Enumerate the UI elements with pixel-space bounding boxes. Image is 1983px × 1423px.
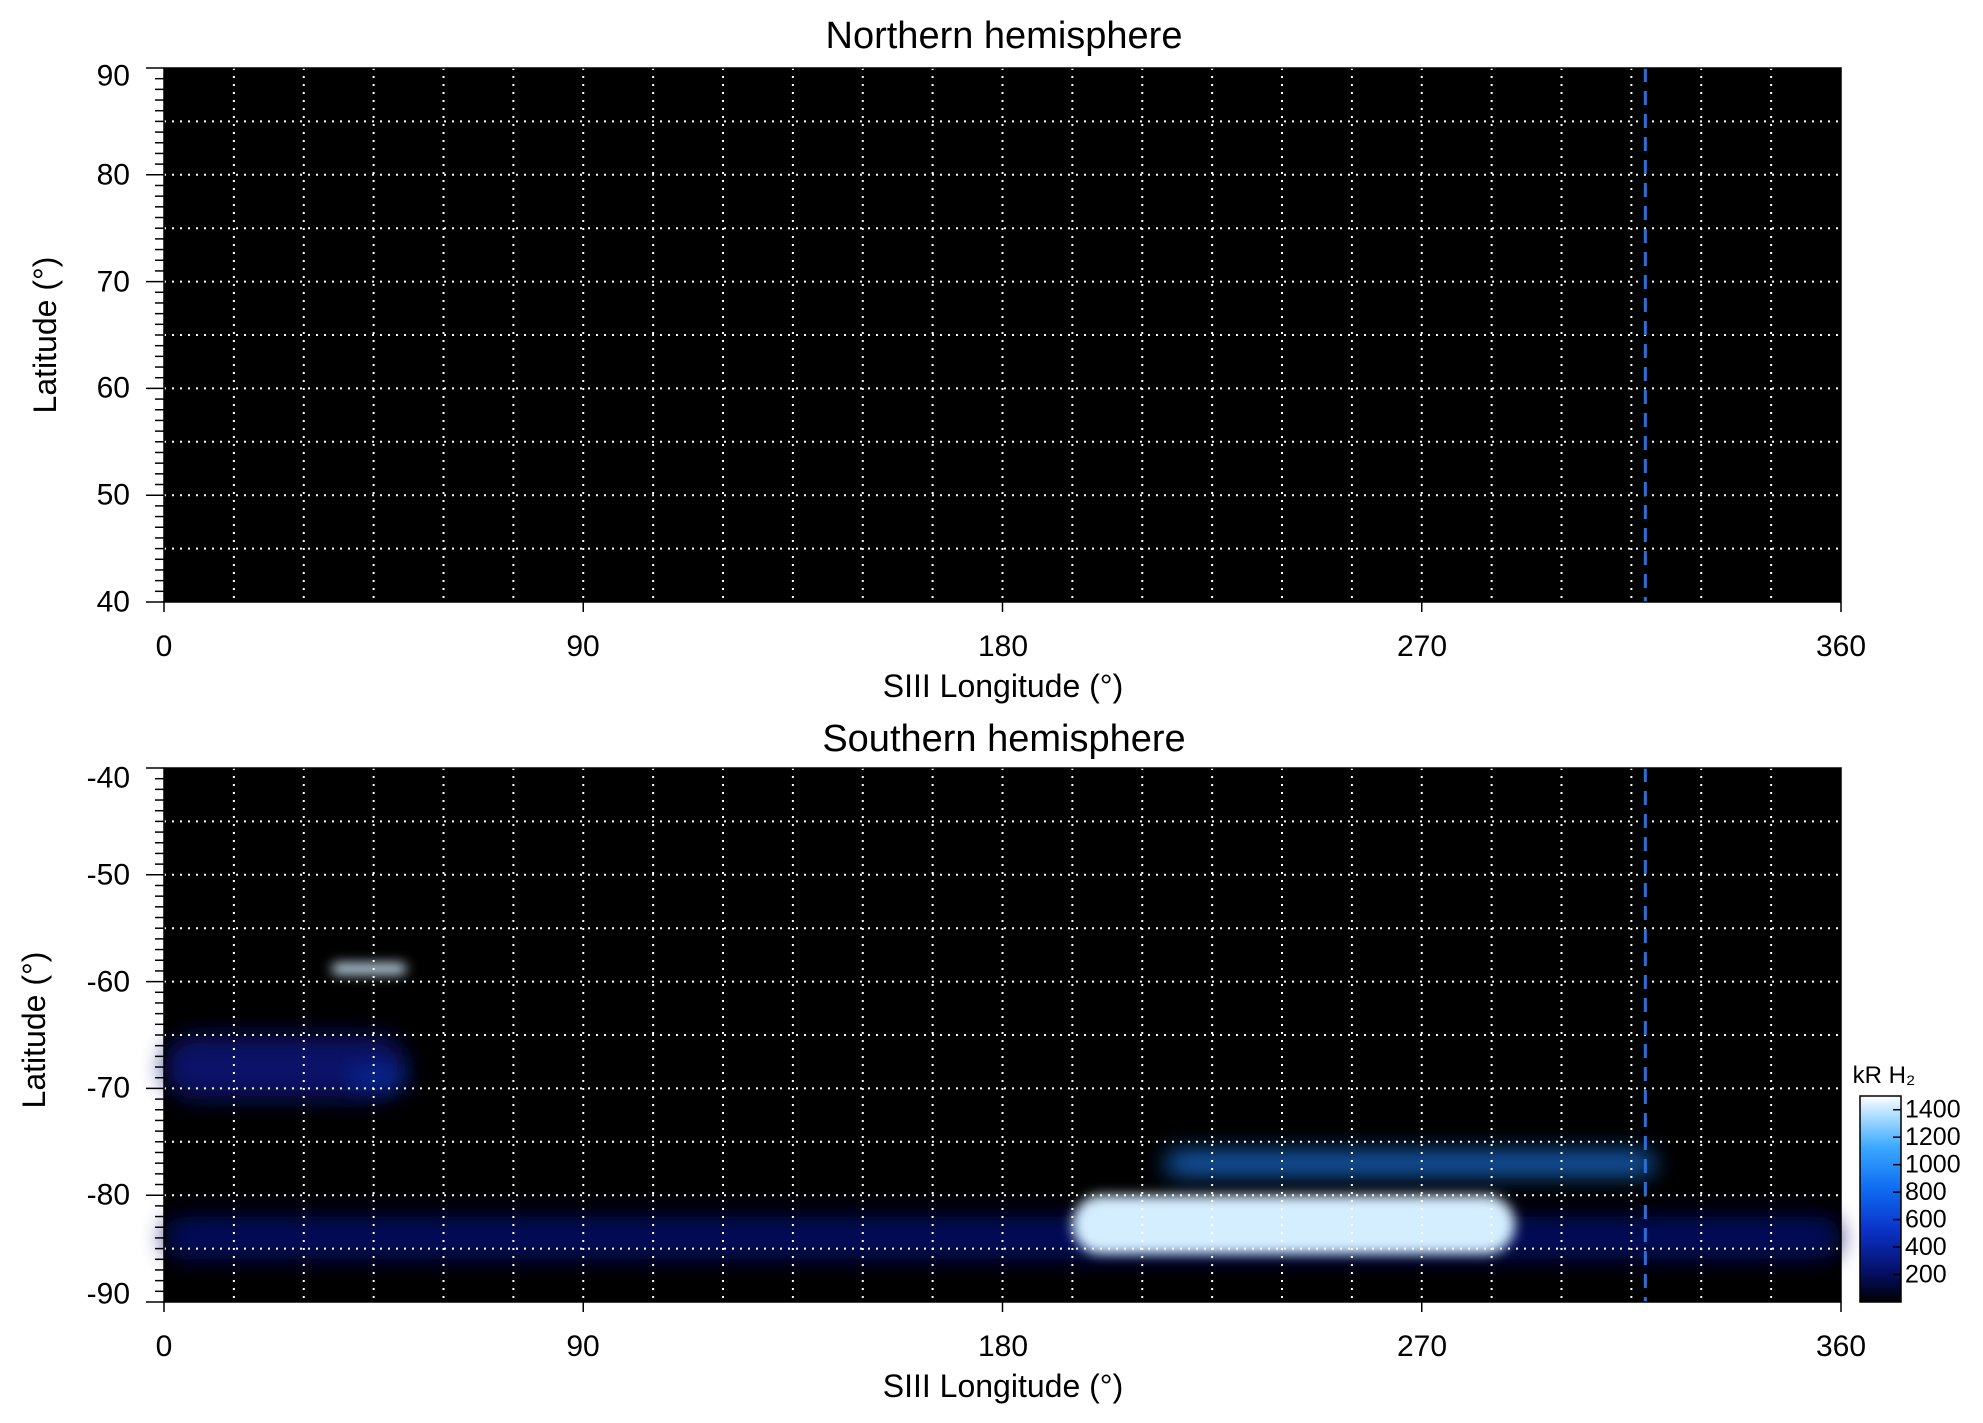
colorbar-tick-label: 400 <box>1905 1233 1947 1261</box>
y-tick-label: -90 <box>87 1278 130 1311</box>
x-tick-label: 0 <box>156 1330 173 1363</box>
colorbar-tick-label: 600 <box>1905 1206 1947 1234</box>
x-tick-label: 180 <box>978 1330 1028 1363</box>
x-tick-label: 90 <box>566 1330 599 1363</box>
x-tick-label: 0 <box>156 630 173 663</box>
panel-northern: Northern hemisphere 40 50 60 70 80 90 0 … <box>27 15 1866 704</box>
colorbar-tick-label: 800 <box>1905 1178 1947 1206</box>
panel-title: Southern hemisphere <box>822 718 1185 760</box>
x-tick-label: 360 <box>1816 1330 1866 1363</box>
y-tick-label: -80 <box>87 1179 130 1212</box>
y-tick-label: 70 <box>97 266 130 299</box>
grid-layer <box>164 768 1841 1302</box>
panel-title: Northern hemisphere <box>826 15 1183 57</box>
grid-layer <box>164 68 1841 602</box>
colorbar-label: kR H₂ <box>1853 1062 1916 1089</box>
y-axis-label: Latitude (°) <box>27 257 63 414</box>
y-tick-label: -70 <box>87 1072 130 1105</box>
emission-region <box>164 1035 407 1100</box>
emission-region <box>164 1216 1841 1260</box>
colorbar-tick-label: 200 <box>1905 1261 1947 1289</box>
y-tick-label: 50 <box>97 479 130 512</box>
emission-region <box>331 963 407 975</box>
x-axis-label: SIII Longitude (°) <box>883 1368 1123 1404</box>
y-tick-label: 40 <box>97 586 130 619</box>
colorbar-tick-label: 1000 <box>1905 1151 1961 1179</box>
x-tick-label: 90 <box>566 630 599 663</box>
x-tick-label: 180 <box>978 630 1028 663</box>
y-tick-label: 90 <box>97 60 130 93</box>
y-axis-minor-ticks <box>146 67 1842 612</box>
y-tick-label: 60 <box>97 372 130 405</box>
y-axis-label: Latitude (°) <box>16 952 52 1109</box>
emission-region <box>1165 1152 1655 1174</box>
x-tick-label: 270 <box>1397 630 1447 663</box>
y-tick-label: -40 <box>87 762 130 795</box>
emission-region <box>350 1072 407 1084</box>
x-axis-label: SIII Longitude (°) <box>883 668 1123 704</box>
panel-southern: Southern hemisphere -90 -80 -70 -60 -50 … <box>16 718 1961 1404</box>
y-tick-label: -50 <box>87 859 130 892</box>
colorbar-tick-label: 1200 <box>1905 1123 1961 1151</box>
x-tick-label: 360 <box>1816 630 1866 663</box>
colorbar-gradient <box>1859 1095 1902 1303</box>
emission-region <box>1072 1195 1515 1254</box>
y-tick-label: -60 <box>87 966 130 999</box>
y-tick-label: 80 <box>97 159 130 192</box>
colorbar-tick-label: 1400 <box>1905 1096 1961 1124</box>
y-axis-minor-ticks <box>146 767 1842 1312</box>
x-tick-label: 270 <box>1397 1330 1447 1363</box>
